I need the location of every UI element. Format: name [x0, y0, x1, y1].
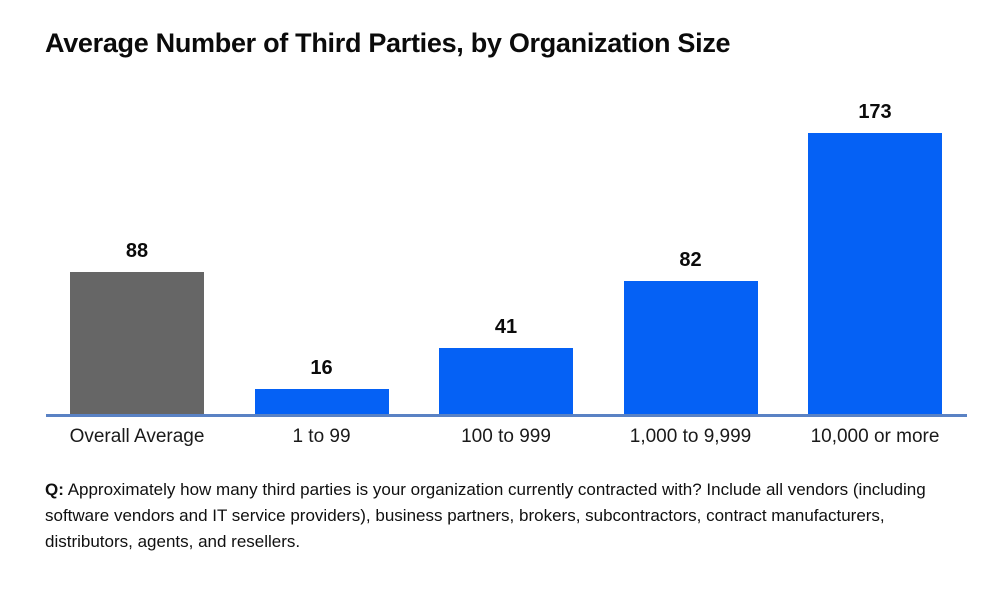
- bar: [623, 281, 758, 415]
- category-label: 10,000 or more: [810, 426, 940, 447]
- chart-title: Average Number of Third Parties, by Orga…: [45, 28, 731, 58]
- category-label: 1,000 to 9,999: [629, 426, 752, 447]
- bar-value-label: 16: [310, 357, 333, 379]
- footnote-q-label: Q:: [45, 480, 64, 499]
- bar-value-label: 88: [125, 240, 149, 262]
- bar-value-label: 41: [494, 316, 518, 338]
- bar: [808, 133, 942, 415]
- footnote: Q: Approximately how many third parties …: [45, 477, 929, 555]
- category-label: 100 to 999: [461, 426, 551, 447]
- bar-group: 16 1 to 99: [254, 0, 389, 447]
- bar-value-label: 82: [679, 249, 702, 271]
- x-axis-line: [46, 414, 967, 417]
- bar-group: 173 10,000 or more: [808, 0, 942, 447]
- bar: [70, 272, 204, 415]
- bar-group: 82 1,000 to 9,999: [623, 0, 758, 447]
- bar: [254, 389, 389, 415]
- bar-chart: 88 Overall Average 16 1 to 99 41 100 to 999 82…: [46, 0, 967, 447]
- bar-group: 88 Overall Average: [70, 0, 205, 447]
- bar-value-label: 173: [858, 101, 892, 123]
- bar: [439, 348, 573, 415]
- bar-group: 41 100 to 999: [439, 0, 573, 447]
- footnote-text: Approximately how many third parties is …: [45, 480, 926, 551]
- category-label: 1 to 99: [292, 426, 351, 447]
- category-label: Overall Average: [69, 426, 205, 447]
